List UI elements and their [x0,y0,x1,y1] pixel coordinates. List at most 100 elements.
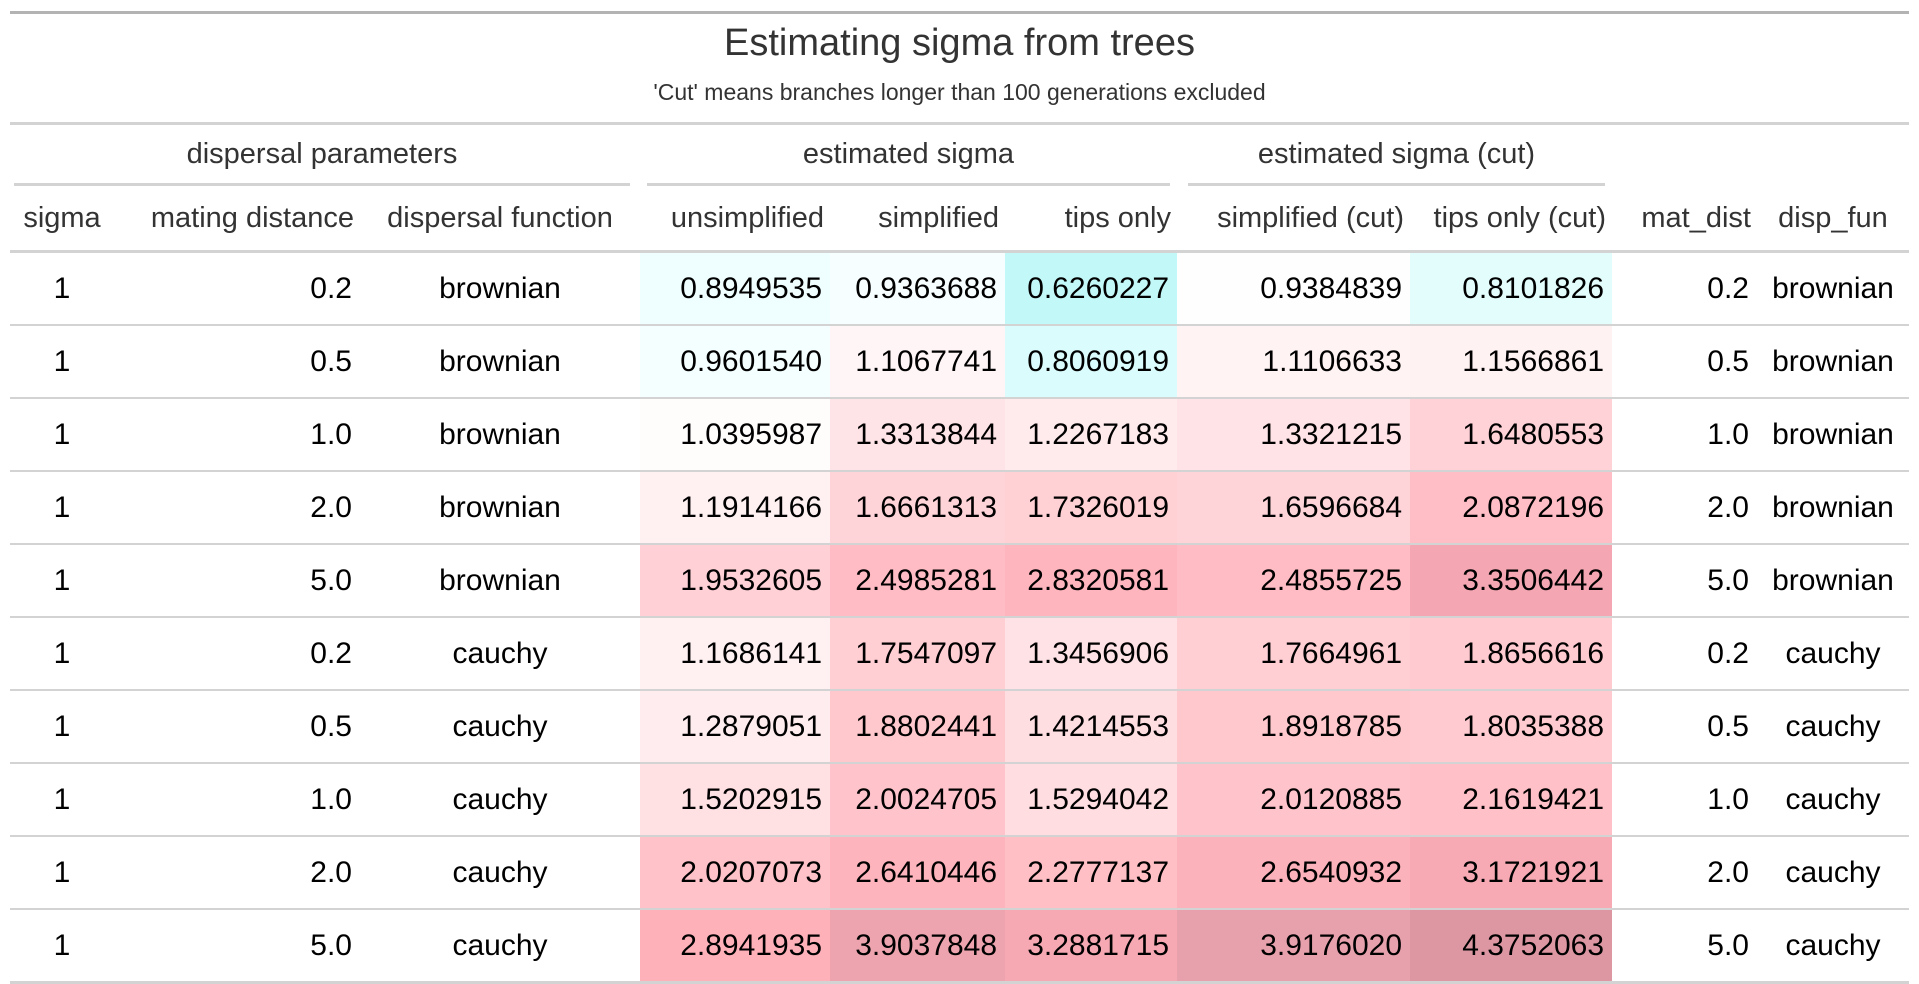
cell-disp-fun: brownian [1757,398,1909,472]
col-header-simplified: simplified [830,186,1005,253]
cell-simplified-cut: 2.6540932 [1177,836,1410,910]
cell-dispersal-function: brownian [360,471,640,545]
cell-tips-only-cut: 4.3752063 [1410,909,1612,984]
cell-simplified-cut: 1.7664961 [1177,617,1410,691]
cell-mat-dist: 5.0 [1612,544,1757,618]
cell-unsimplified: 2.8941935 [640,909,830,984]
cell-tips-only-cut: 1.1566861 [1410,325,1612,399]
cell-mat-dist: 0.2 [1612,251,1757,326]
cell-disp-fun: brownian [1757,471,1909,545]
spanner-rule-dispersal [14,183,630,186]
cell-simplified: 2.4985281 [830,544,1005,618]
cell-unsimplified: 0.9601540 [640,325,830,399]
cell-tips-only-cut: 2.0872196 [1410,471,1612,545]
cell-dispersal-function: brownian [360,325,640,399]
cell-disp-fun: cauchy [1757,617,1909,691]
cell-mating-distance: 0.5 [114,325,360,399]
cell-tips-only-cut: 0.8101826 [1410,251,1612,326]
table-row: 1 1.0 brownian 1.0395987 1.3313844 1.2267183 1… [10,398,1909,472]
cell-disp-fun: brownian [1757,251,1909,326]
cell-unsimplified: 1.0395987 [640,398,830,472]
cell-mat-dist: 0.2 [1612,617,1757,691]
cell-simplified-cut: 1.3321215 [1177,398,1410,472]
col-header-dispersal-function: dispersal function [360,186,640,253]
cell-tips-only-cut: 3.3506442 [1410,544,1612,618]
cell-unsimplified: 1.5202915 [640,763,830,837]
cell-disp-fun: brownian [1757,544,1909,618]
cell-simplified: 3.9037848 [830,909,1005,984]
cell-sigma: 1 [10,836,114,910]
cell-mating-distance: 1.0 [114,398,360,472]
cell-mat-dist: 1.0 [1612,763,1757,837]
cell-dispersal-function: cauchy [360,690,640,764]
cell-simplified: 1.7547097 [830,617,1005,691]
cell-mat-dist: 2.0 [1612,836,1757,910]
cell-dispersal-function: cauchy [360,909,640,984]
cell-unsimplified: 1.2879051 [640,690,830,764]
cell-disp-fun: cauchy [1757,909,1909,984]
cell-mat-dist: 5.0 [1612,909,1757,984]
cell-disp-fun: cauchy [1757,690,1909,764]
cell-mating-distance: 0.2 [114,617,360,691]
cell-mating-distance: 1.0 [114,763,360,837]
table-top-border [10,11,1909,14]
col-header-tips-only: tips only [1005,186,1177,253]
data-table: sigma mating distance dispersal function… [10,186,1909,984]
column-header-row: sigma mating distance dispersal function… [10,186,1909,253]
col-header-tips-only-cut: tips only (cut) [1410,186,1612,253]
cell-sigma: 1 [10,325,114,399]
cell-dispersal-function: cauchy [360,617,640,691]
table-row: 1 1.0 cauchy 1.5202915 2.0024705 1.5294042 2.0… [10,763,1909,837]
cell-mat-dist: 0.5 [1612,325,1757,399]
col-header-unsimplified: unsimplified [640,186,830,253]
col-header-disp-fun: disp_fun [1757,186,1909,253]
cell-dispersal-function: cauchy [360,763,640,837]
cell-sigma: 1 [10,909,114,984]
cell-tips-only-cut: 1.8656616 [1410,617,1612,691]
cell-unsimplified: 1.9532605 [640,544,830,618]
cell-simplified-cut: 3.9176020 [1177,909,1410,984]
cell-simplified-cut: 1.1106633 [1177,325,1410,399]
table-row: 1 0.2 brownian 0.8949535 0.9363688 0.6260227 0… [10,251,1909,326]
spanner-estimated-sigma: estimated sigma [802,138,1015,170]
cell-disp-fun: cauchy [1757,836,1909,910]
cell-simplified: 1.1067741 [830,325,1005,399]
table-subtitle: 'Cut' means branches longer than 100 gen… [653,79,1266,105]
cell-sigma: 1 [10,617,114,691]
cell-mat-dist: 1.0 [1612,398,1757,472]
spanner-estimated-sigma-cut: estimated sigma (cut) [1257,138,1536,170]
col-header-simplified-cut: simplified (cut) [1177,186,1410,253]
cell-simplified-cut: 0.9384839 [1177,251,1410,326]
cell-unsimplified: 2.0207073 [640,836,830,910]
cell-tips-only: 0.6260227 [1005,251,1177,326]
cell-sigma: 1 [10,471,114,545]
cell-dispersal-function: brownian [360,544,640,618]
cell-simplified: 2.0024705 [830,763,1005,837]
cell-dispersal-function: cauchy [360,836,640,910]
cell-mat-dist: 0.5 [1612,690,1757,764]
table-row: 1 5.0 cauchy 2.8941935 3.9037848 3.2881715 3.9… [10,909,1909,984]
cell-simplified: 1.3313844 [830,398,1005,472]
table-row: 1 0.5 cauchy 1.2879051 1.8802441 1.4214553 1.8… [10,690,1909,764]
cell-mating-distance: 2.0 [114,471,360,545]
cell-tips-only-cut: 2.1619421 [1410,763,1612,837]
col-header-sigma: sigma [10,186,114,253]
cell-unsimplified: 0.8949535 [640,251,830,326]
col-header-mat-dist: mat_dist [1612,186,1757,253]
table-row: 1 2.0 cauchy 2.0207073 2.6410446 2.2777137 2.6… [10,836,1909,910]
cell-unsimplified: 1.1686141 [640,617,830,691]
table-row: 1 0.5 brownian 0.9601540 1.1067741 0.8060919 1… [10,325,1909,399]
cell-simplified: 2.6410446 [830,836,1005,910]
cell-tips-only: 1.2267183 [1005,398,1177,472]
cell-sigma: 1 [10,763,114,837]
cell-sigma: 1 [10,398,114,472]
cell-mating-distance: 5.0 [114,909,360,984]
cell-tips-only-cut: 1.8035388 [1410,690,1612,764]
table-title: Estimating sigma from trees [724,22,1195,64]
cell-simplified: 0.9363688 [830,251,1005,326]
cell-mating-distance: 2.0 [114,836,360,910]
cell-mating-distance: 0.5 [114,690,360,764]
table-row: 1 5.0 brownian 1.9532605 2.4985281 2.8320581 2… [10,544,1909,618]
cell-mating-distance: 5.0 [114,544,360,618]
